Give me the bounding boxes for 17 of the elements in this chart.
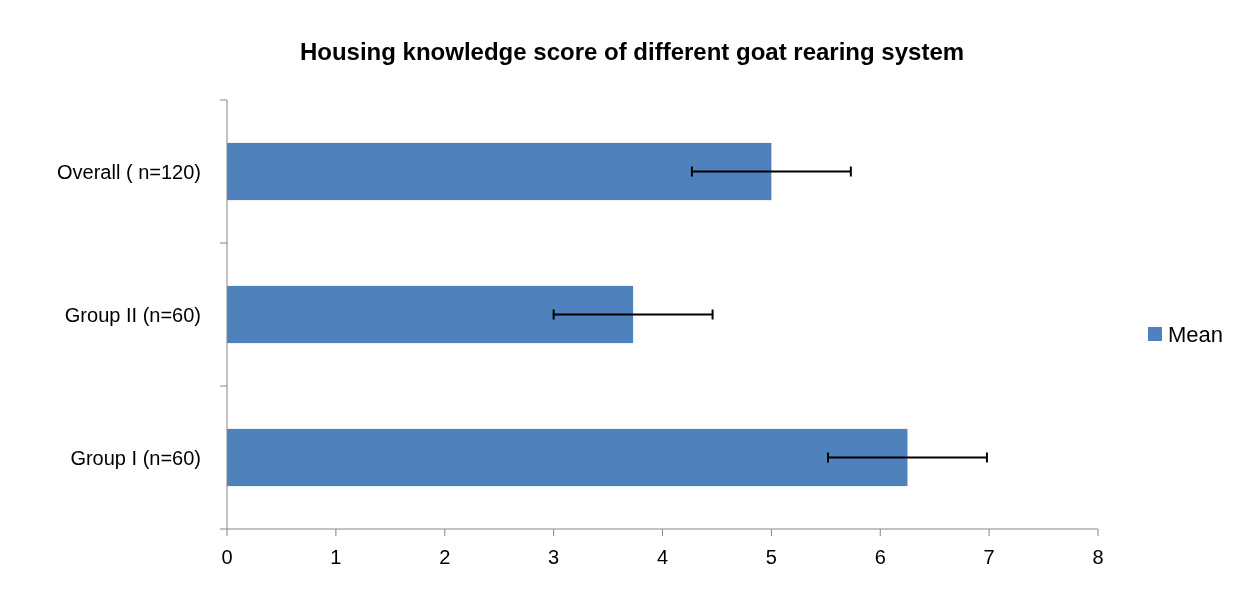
x-tick-label: 6 — [874, 546, 886, 568]
bar — [227, 285, 634, 344]
y-tick-label: Group I (n=60) — [70, 446, 201, 469]
bar — [227, 428, 908, 487]
x-tick-label: 1 — [330, 546, 342, 568]
x-tick-label: 7 — [983, 546, 995, 568]
x-tick-label: 8 — [1092, 546, 1104, 568]
bar — [227, 142, 772, 201]
x-tick-label: 4 — [656, 546, 669, 568]
x-tick-label: 3 — [548, 546, 560, 568]
y-tick-label: Group II (n=60) — [64, 303, 201, 326]
y-tick-label: Overall ( n=120) — [57, 160, 201, 183]
legend-label: Mean — [1168, 321, 1224, 347]
x-tick-label: 5 — [765, 546, 777, 568]
chart-title: Housing knowledge score of different goat rearing system — [299, 38, 965, 65]
x-tick-label: 2 — [439, 546, 451, 568]
x-tick-label: 0 — [221, 546, 233, 568]
